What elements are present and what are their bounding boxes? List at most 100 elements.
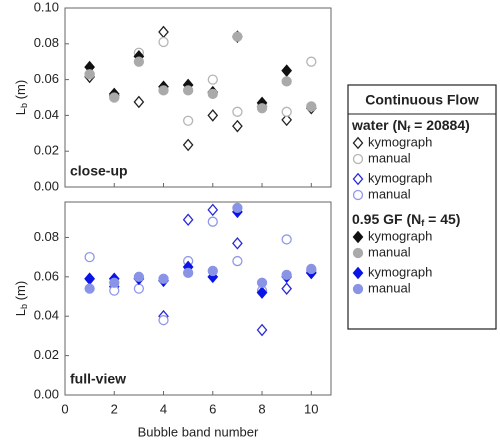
group-suffix: = 45) (424, 211, 460, 227)
legend-marker (352, 153, 364, 165)
y-tick-label: 0.04 (34, 308, 59, 323)
y-tick-label: 0.02 (34, 347, 59, 362)
y-axis-label: Lb (m) (13, 80, 29, 115)
legend-marker (352, 247, 364, 259)
legend-entry: kymograph (368, 170, 432, 185)
data-point (84, 251, 95, 263)
y-tick-label: 0.08 (34, 35, 59, 50)
data-point (133, 271, 145, 282)
data-point (207, 74, 218, 85)
legend-title: Continuous Flow (365, 92, 479, 108)
legend-marker (352, 136, 364, 150)
data-point (256, 286, 268, 299)
data-point (281, 282, 293, 295)
legend-entry: kymograph (368, 228, 432, 243)
legend-marker (352, 266, 364, 280)
data-point (281, 64, 293, 77)
data-point (158, 85, 169, 96)
data-point (84, 283, 95, 294)
legend-entry: manual (368, 186, 411, 201)
data-point (281, 113, 293, 127)
data-point (207, 203, 219, 217)
x-tick-label: 10 (304, 401, 318, 416)
data-point (207, 265, 218, 277)
group-sub: f (421, 218, 425, 228)
data-point (281, 76, 292, 87)
data-point (133, 95, 145, 109)
y-tick-label: 0.02 (34, 143, 59, 158)
y-label-suffix: (m) (13, 80, 28, 103)
data-point (207, 109, 219, 122)
data-point (182, 138, 194, 152)
legend-entry: manual (368, 244, 411, 259)
data-point (232, 255, 243, 267)
data-point (306, 101, 317, 112)
y-label-sub: b (19, 304, 29, 309)
legend-entry: kymograph (368, 134, 432, 149)
y-tick-label: 0.06 (34, 268, 59, 283)
data-point (207, 216, 218, 227)
data-point (182, 267, 194, 279)
group-prefix: water (N (351, 117, 407, 133)
data-point (182, 115, 194, 126)
panel-label: close-up (70, 163, 128, 179)
legend-group-label: 0.95 GF (Nf = 45) (352, 211, 460, 229)
y-label-main: L (13, 108, 28, 115)
data-point (158, 36, 169, 48)
x-tick-label: 0 (61, 401, 68, 416)
data-point (182, 213, 194, 227)
legend-group-label: water (Nf = 20884) (351, 117, 470, 135)
data-point (158, 315, 169, 326)
legend-marker (352, 283, 364, 295)
data-point (306, 263, 317, 275)
y-axis-label: Lb (m) (13, 281, 29, 316)
legend-entry: manual (368, 280, 411, 295)
data-point (84, 69, 95, 80)
y-tick-label: 0.10 (34, 0, 59, 14)
group-prefix: 0.95 GF (N (352, 211, 421, 227)
data-point (306, 56, 317, 67)
data-point (232, 106, 243, 117)
data-point (232, 31, 243, 42)
data-point (281, 269, 292, 281)
y-tick-label: 0.08 (34, 229, 59, 244)
legend-marker (352, 230, 364, 244)
group-sub: f (407, 124, 411, 134)
x-tick-label: 8 (258, 401, 265, 416)
data-point (281, 234, 292, 245)
y-label-main: L (13, 309, 28, 316)
data-point (133, 56, 145, 67)
data-point (182, 85, 194, 96)
data-point (109, 277, 120, 288)
data-point (232, 119, 243, 133)
y-tick-label: 0.00 (34, 386, 59, 401)
data-point (256, 323, 268, 337)
data-point (109, 92, 120, 103)
y-tick-label: 0.00 (34, 178, 59, 193)
x-tick-label: 6 (209, 401, 216, 416)
legend-marker (352, 172, 364, 186)
data-point (256, 277, 268, 288)
y-label-sub: b (19, 103, 29, 108)
data-point (232, 237, 243, 250)
x-axis-label: Bubble band number (138, 424, 259, 439)
data-point (84, 272, 95, 286)
data-point (256, 103, 268, 114)
legend-entry: manual (368, 150, 411, 165)
y-tick-label: 0.04 (34, 107, 59, 122)
data-point (232, 202, 243, 214)
x-tick-label: 2 (111, 401, 118, 416)
group-suffix: = 20884) (410, 117, 470, 133)
plot-frame (64, 201, 332, 396)
data-point (281, 106, 292, 117)
legend-entry: kymograph (368, 264, 432, 279)
plot-frame (64, 7, 332, 188)
data-point (133, 283, 145, 294)
y-label-suffix: (m) (13, 281, 28, 304)
data-point (207, 88, 218, 100)
data-point (158, 273, 169, 284)
legend-marker (352, 189, 364, 201)
y-tick-label: 0.06 (34, 71, 59, 86)
data-point (158, 25, 169, 39)
